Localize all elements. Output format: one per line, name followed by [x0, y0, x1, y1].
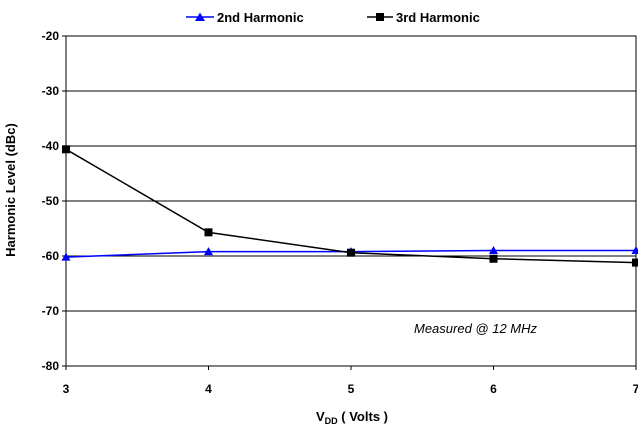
x-tick-label: 4	[205, 382, 212, 396]
series-3rd-harmonic	[62, 145, 638, 267]
legend-label-3rd-harmonic: 3rd Harmonic	[396, 10, 480, 25]
data-point	[61, 252, 71, 261]
y-tick-label: -50	[42, 194, 60, 208]
data-point	[489, 254, 498, 263]
legend-item-3rd-harmonic: 3rd Harmonic	[367, 10, 480, 25]
data-point	[347, 248, 355, 257]
y-tick-label: -40	[42, 139, 60, 153]
data-point	[204, 228, 213, 237]
gridlines	[66, 35, 636, 367]
y-axis-title: Harmonic Level (dBc)	[3, 123, 18, 257]
x-tick-label: 6	[490, 382, 497, 396]
legend-item-2nd-harmonic: 2nd Harmonic	[186, 10, 304, 25]
data-point	[631, 246, 638, 254]
legend-marker-triangle	[195, 12, 205, 21]
x-tick-label: 5	[348, 382, 355, 396]
y-axis: -20 -30 -40 -50 -60 -70 -80	[42, 29, 66, 373]
x-axis-title-units: ( Volts )	[338, 409, 388, 424]
y-tick-label: -30	[42, 84, 60, 98]
legend-marker-square	[376, 13, 384, 21]
x-tick-label: 7	[633, 382, 638, 396]
x-axis-title-subscript: DD	[325, 416, 338, 426]
data-point	[489, 246, 498, 254]
y-tick-label: -70	[42, 304, 60, 318]
series-line-3rd-harmonic	[65, 148, 637, 264]
measurement-annotation: Measured @ 12 MHz	[414, 321, 538, 336]
data-point	[204, 247, 213, 256]
data-point	[632, 258, 638, 267]
x-axis-title: VDD ( Volts )	[316, 409, 388, 426]
y-tick-label: -20	[42, 29, 60, 43]
series-layer	[61, 145, 638, 267]
y-tick-label: -80	[42, 359, 60, 373]
legend: 2nd Harmonic 3rd Harmonic	[186, 10, 480, 25]
y-tick-label: -60	[42, 249, 60, 263]
data-point	[62, 145, 70, 154]
x-tick-label: 3	[63, 382, 70, 396]
legend-label-2nd-harmonic: 2nd Harmonic	[217, 10, 304, 25]
x-axis-title-main: V	[316, 409, 325, 424]
x-axis: 3 4 5 6 7	[63, 366, 638, 396]
